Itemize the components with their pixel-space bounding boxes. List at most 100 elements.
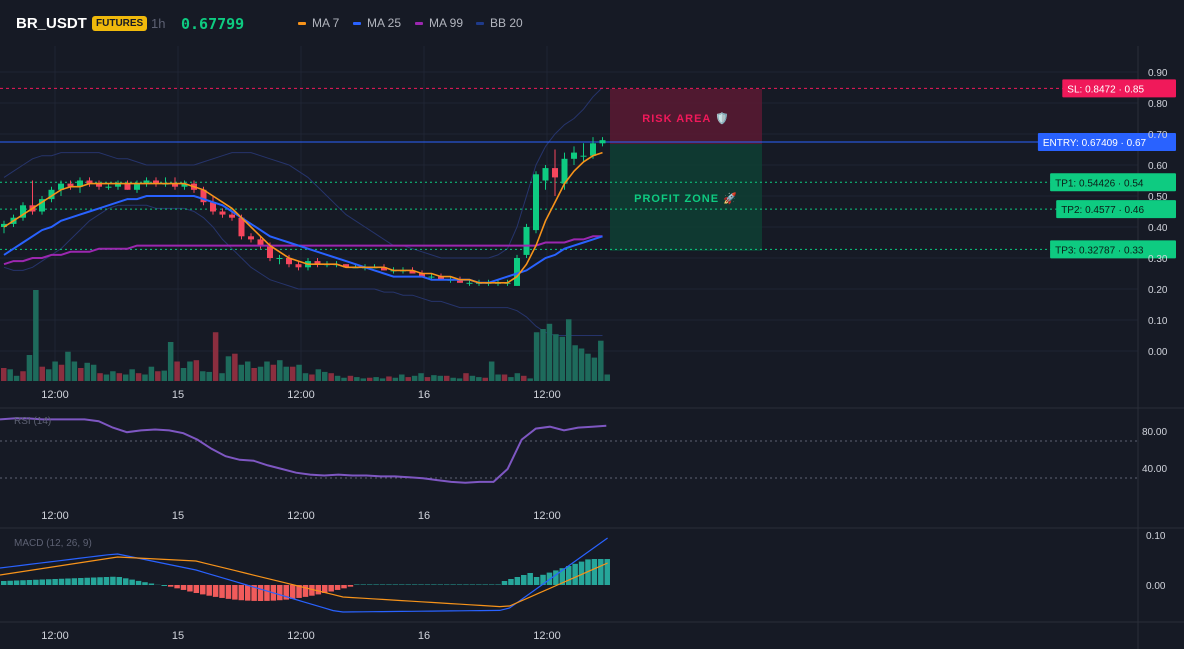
symbol-name[interactable]: BR_USDT	[16, 15, 87, 32]
macd-histogram-bar	[399, 584, 405, 585]
volume-bar	[212, 332, 219, 381]
volume-bar	[521, 375, 527, 381]
volume-bar	[373, 377, 379, 381]
volume-bar	[559, 336, 566, 381]
volume-bar	[341, 377, 347, 381]
volume-bar	[52, 361, 58, 381]
candle-body	[248, 236, 254, 240]
candle-body	[381, 267, 387, 271]
volume-bar	[225, 356, 232, 381]
legend-ma99[interactable]: MA 99	[415, 16, 463, 30]
volume-bar	[84, 362, 90, 381]
time-tick: 16	[418, 630, 430, 642]
volume-bar	[578, 348, 585, 381]
macd-histogram-bar	[13, 580, 20, 585]
volume-bar	[386, 376, 392, 381]
macd-histogram-bar	[187, 585, 193, 592]
macd-histogram-bar	[116, 577, 123, 585]
axes: 0.90 0.80 0.70 0.60 0.50 0.40 0.30 0.20 0.10 0.00…	[41, 68, 1168, 642]
macd-histogram-bar	[296, 585, 302, 598]
macd-tick: 0.00	[1146, 581, 1166, 592]
time-tick: 12:00	[533, 510, 561, 522]
macd-histogram-bar	[161, 585, 167, 586]
candle-body	[295, 264, 302, 268]
volume-bar	[7, 369, 13, 381]
macd-histogram-bar	[405, 584, 411, 585]
legend-ma7[interactable]: MA 7	[298, 16, 339, 30]
macd-histogram-bar	[65, 578, 71, 585]
macd-histogram-bar	[328, 585, 334, 592]
macd-histogram-bar	[347, 585, 354, 587]
entry-label-bg	[1037, 133, 1176, 152]
macd-histogram-bar	[373, 584, 379, 585]
macd-histogram-bar	[565, 566, 572, 585]
rsi-panel: RSI (14) 80.00 40.00	[0, 416, 1167, 484]
legend-bb20[interactable]: BB 20	[476, 16, 523, 30]
volume-bar	[565, 319, 572, 381]
time-tick: 12:00	[41, 389, 69, 401]
volume-bar	[13, 375, 20, 381]
volume-bars	[1, 290, 610, 381]
volume-bar	[33, 290, 39, 381]
macd-histogram-bar	[431, 584, 437, 585]
volume-bar	[142, 374, 148, 381]
macd-histogram-bar	[501, 581, 508, 585]
legend-label: MA 7	[312, 16, 340, 30]
macd-histogram-bar	[33, 579, 39, 585]
volume-bar	[399, 374, 405, 381]
candle-body	[219, 211, 226, 215]
volume-bar	[1, 368, 7, 381]
legend-swatch-ma7	[298, 21, 306, 25]
volume-bar	[463, 373, 469, 381]
volume-bar	[26, 355, 33, 381]
price-tick: 0.20	[1148, 285, 1168, 296]
volume-bar	[315, 369, 322, 381]
macd-histogram-bar	[495, 584, 501, 585]
legend-label: MA 99	[429, 16, 464, 30]
tp2-label: TP2: 0.4577 · 0.46	[1061, 205, 1144, 216]
macd-histogram-bar	[360, 584, 367, 585]
time-tick: 12:00	[287, 630, 315, 642]
price-tick: 0.10	[1148, 316, 1168, 327]
interval-label[interactable]: 1h	[151, 16, 166, 31]
volume-bar	[437, 375, 444, 381]
time-tick: 15	[172, 389, 184, 401]
volume-bar	[277, 360, 283, 381]
macd-histogram-bar	[244, 585, 251, 601]
volume-bar	[206, 371, 212, 381]
macd-tick: 0.10	[1146, 531, 1166, 542]
volume-bar	[148, 366, 155, 381]
candle-body	[153, 180, 159, 184]
volume-bar	[45, 369, 52, 381]
candle-body	[115, 183, 121, 187]
volume-bar	[180, 368, 187, 381]
volume-bar	[360, 378, 367, 381]
tp2-label-bg	[1056, 200, 1176, 219]
macd-histogram-bar	[450, 584, 456, 585]
macd-title: MACD (12, 26, 9)	[14, 538, 92, 549]
candle-body	[590, 143, 596, 156]
candle-body	[286, 258, 292, 265]
macd-histogram-bar	[7, 580, 13, 585]
macd-histogram-bar	[591, 559, 598, 585]
macd-histogram-bar	[97, 577, 103, 585]
candle-body	[58, 183, 64, 190]
macd-histogram-bar	[52, 579, 58, 585]
time-tick: 16	[418, 510, 430, 522]
volume-bar	[238, 364, 245, 381]
volume-bar	[527, 378, 533, 381]
bb-lower-line	[3, 204, 603, 336]
legend-ma25[interactable]: MA 25	[353, 16, 401, 30]
volume-bar	[553, 334, 559, 381]
candle-body	[457, 279, 463, 283]
volume-bar	[495, 374, 501, 381]
volume-bar	[232, 353, 238, 381]
volume-bar	[533, 332, 540, 381]
macd-histogram-bar	[283, 585, 289, 600]
candle-body	[580, 155, 587, 157]
profit-zone	[610, 144, 762, 251]
macd-line	[0, 537, 608, 613]
macd-histogram-bar	[90, 577, 97, 585]
